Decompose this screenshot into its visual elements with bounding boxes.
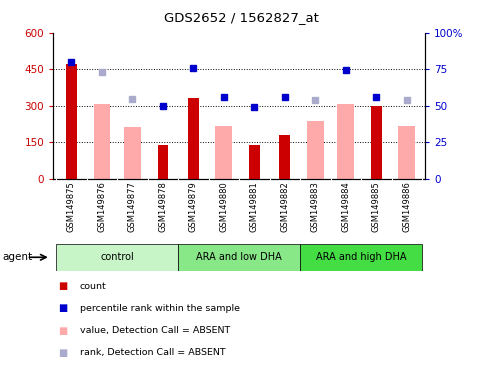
Text: GSM149882: GSM149882 xyxy=(280,181,289,232)
Text: count: count xyxy=(80,281,106,291)
Text: ■: ■ xyxy=(58,326,67,336)
Text: ARA and low DHA: ARA and low DHA xyxy=(196,252,282,262)
Text: ■: ■ xyxy=(58,348,67,358)
Text: agent: agent xyxy=(2,252,32,262)
Text: percentile rank within the sample: percentile rank within the sample xyxy=(80,304,240,313)
Bar xyxy=(94,104,110,179)
Text: rank, Detection Call = ABSENT: rank, Detection Call = ABSENT xyxy=(80,348,226,358)
Bar xyxy=(178,244,300,271)
Text: ■: ■ xyxy=(58,281,67,291)
Text: ■: ■ xyxy=(58,303,67,313)
Text: GSM149883: GSM149883 xyxy=(311,181,320,232)
Text: GSM149878: GSM149878 xyxy=(158,181,168,232)
Text: GSM149880: GSM149880 xyxy=(219,181,228,232)
Text: control: control xyxy=(100,252,134,262)
Text: ARA and high DHA: ARA and high DHA xyxy=(316,252,406,262)
Bar xyxy=(157,144,168,179)
Bar xyxy=(188,98,199,179)
Bar xyxy=(307,121,324,179)
Bar xyxy=(398,126,415,179)
Bar xyxy=(56,244,178,271)
Text: value, Detection Call = ABSENT: value, Detection Call = ABSENT xyxy=(80,326,230,335)
Bar xyxy=(249,144,260,179)
Text: GDS2652 / 1562827_at: GDS2652 / 1562827_at xyxy=(164,12,319,25)
Text: GSM149884: GSM149884 xyxy=(341,181,350,232)
Bar xyxy=(371,106,382,179)
Bar xyxy=(300,244,422,271)
Text: GSM149885: GSM149885 xyxy=(372,181,381,232)
Text: GSM149877: GSM149877 xyxy=(128,181,137,232)
Bar xyxy=(124,127,141,179)
Text: GSM149879: GSM149879 xyxy=(189,181,198,232)
Text: GSM149886: GSM149886 xyxy=(402,181,411,232)
Bar xyxy=(338,104,354,179)
Bar xyxy=(66,64,77,179)
Text: GSM149881: GSM149881 xyxy=(250,181,259,232)
Bar xyxy=(215,126,232,179)
Text: GSM149876: GSM149876 xyxy=(98,181,106,232)
Bar xyxy=(280,135,290,179)
Text: GSM149875: GSM149875 xyxy=(67,181,76,232)
